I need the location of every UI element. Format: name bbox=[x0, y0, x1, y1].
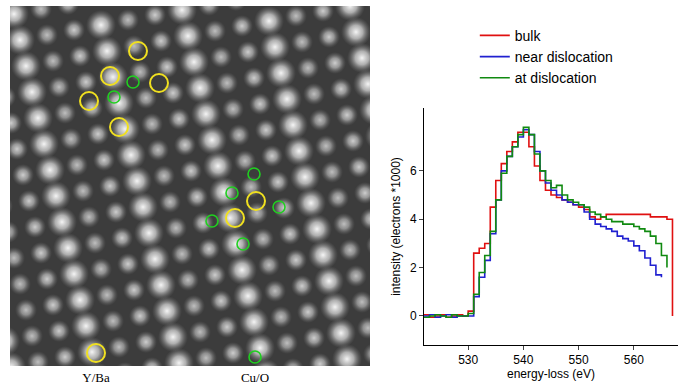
svg-text:530: 530 bbox=[458, 353, 478, 367]
svg-text:0: 0 bbox=[410, 309, 417, 323]
svg-text:Y/Ba: Y/Ba bbox=[82, 370, 110, 385]
svg-text:540: 540 bbox=[513, 353, 533, 367]
svg-text:560: 560 bbox=[624, 353, 644, 367]
svg-text:6: 6 bbox=[410, 164, 417, 178]
svg-text:550: 550 bbox=[569, 353, 589, 367]
svg-text:intensity (electrons *1000): intensity (electrons *1000) bbox=[389, 157, 403, 296]
svg-text:bulk: bulk bbox=[515, 28, 542, 44]
svg-text:2: 2 bbox=[410, 261, 417, 275]
svg-text:Cu/O: Cu/O bbox=[241, 370, 269, 385]
svg-text:4: 4 bbox=[410, 212, 417, 226]
svg-text:near dislocation: near dislocation bbox=[515, 49, 613, 65]
svg-text:at dislocation: at dislocation bbox=[515, 70, 597, 86]
svg-text:energy-loss (eV): energy-loss (eV) bbox=[507, 367, 595, 381]
